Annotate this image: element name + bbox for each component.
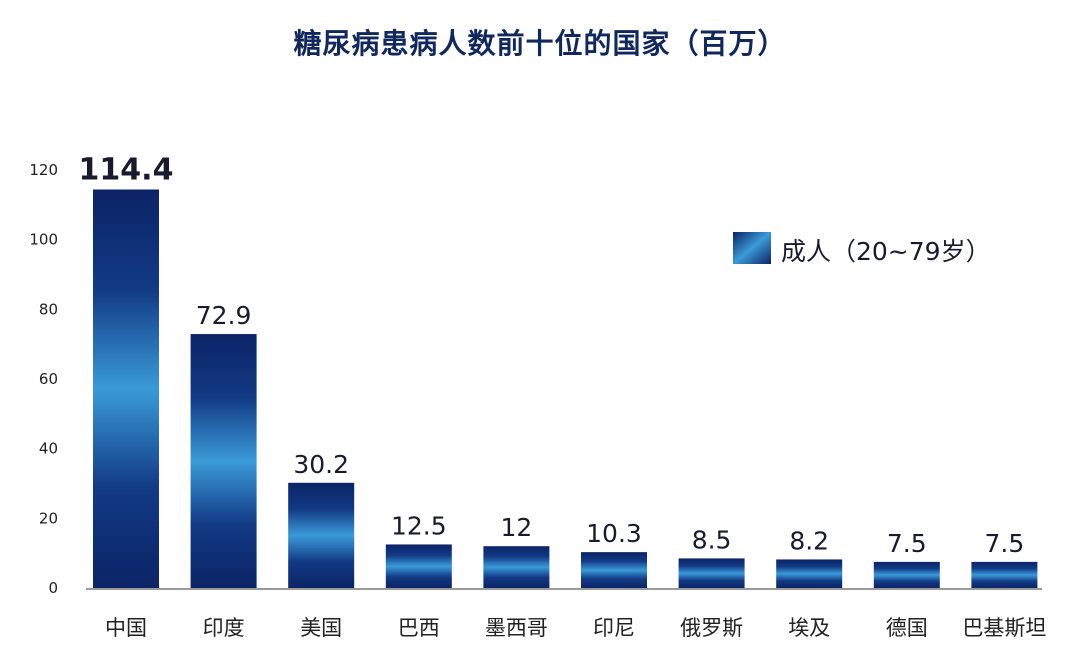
legend-label: 成人（20~79岁） [781,237,991,266]
bar [190,334,257,588]
data-label: 10.3 [586,519,642,548]
category-label: 埃及 [788,616,830,640]
bars-group [93,189,1038,589]
category-label: 巴西 [398,616,440,640]
category-label: 美国 [300,616,342,640]
category-label: 俄罗斯 [680,616,743,640]
bar [483,546,550,588]
data-label: 7.5 [887,529,927,558]
bar [581,552,647,588]
y-tick-label: 60 [39,370,58,388]
y-tick-label: 120 [29,161,58,179]
bar [385,544,452,588]
chart-title: 糖尿病患病人数前十位的国家（百万） [293,27,787,60]
y-axis: 0 20 40 60 80 100 120 [29,161,1042,597]
data-label: 30.2 [293,450,349,479]
y-tick-label: 0 [48,579,58,597]
category-label: 印度 [203,616,245,640]
bar [971,561,1038,588]
y-tick-label: 100 [29,231,58,249]
category-label: 巴基斯坦 [962,616,1046,640]
bar [93,189,159,589]
data-label: 8.2 [789,526,829,555]
category-label: 中国 [105,616,147,640]
bar [678,558,745,588]
data-labels-group: 114.4 72.9 30.2 12.5 12 10.3 8.5 8.2 7.5 7.5 [79,153,1025,558]
bar [873,561,940,588]
data-label: 72.9 [196,301,252,330]
data-label: 8.5 [692,525,732,554]
y-tick-label: 80 [39,300,58,318]
legend-swatch [733,232,771,264]
bar [776,559,843,588]
bar [288,482,355,588]
data-label: 12.5 [391,511,447,540]
y-tick-label: 40 [39,440,58,458]
y-tick-label: 20 [39,509,58,527]
data-label: 12 [500,513,532,542]
category-labels-group: 中国 印度 美国 巴西 墨西哥 印尼 俄罗斯 埃及 德国 巴基斯坦 [105,616,1046,640]
category-label: 德国 [886,616,928,640]
data-label: 114.4 [79,153,174,188]
data-label: 7.5 [985,529,1025,558]
legend: 成人（20~79岁） [733,232,991,266]
category-label: 印尼 [593,616,635,640]
category-label: 墨西哥 [485,616,548,640]
